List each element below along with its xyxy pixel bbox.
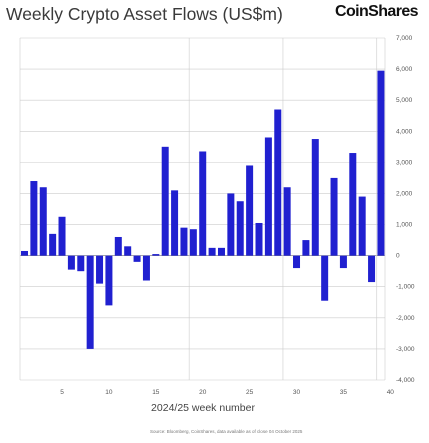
bar-week-10 xyxy=(105,255,113,306)
y-tick-label: 5,000 xyxy=(396,97,413,104)
bar-week-29 xyxy=(283,187,291,256)
y-tick-label: -3,000 xyxy=(396,346,415,353)
y-tick-label: 2,000 xyxy=(396,190,413,197)
x-tick-label: 25 xyxy=(246,389,254,396)
y-tick-label: -4,000 xyxy=(396,377,415,384)
y-tick-label: 4,000 xyxy=(396,128,413,135)
bar-week-7 xyxy=(77,255,85,272)
bar-week-24 xyxy=(236,201,244,256)
bar-week-37 xyxy=(358,196,366,256)
bar-week-5 xyxy=(58,216,66,256)
bar-week-28 xyxy=(274,109,282,256)
bar-week-1 xyxy=(21,250,28,256)
bar-week-16 xyxy=(161,146,169,256)
bar-week-9 xyxy=(96,255,104,284)
y-tick-label: 1,000 xyxy=(396,222,413,229)
bar-week-32 xyxy=(311,139,319,256)
bar-week-17 xyxy=(171,190,179,256)
bar-week-25 xyxy=(246,165,254,256)
bar-week-27 xyxy=(264,137,272,256)
bar-week-30 xyxy=(293,255,301,269)
bar-week-22 xyxy=(217,247,225,256)
bar-week-26 xyxy=(255,222,263,256)
y-tick-label: -1,000 xyxy=(396,284,415,291)
bar-week-38 xyxy=(368,255,376,283)
x-tick-label: 10 xyxy=(105,389,113,396)
coinshares-logo: CoinShares xyxy=(335,3,419,20)
bar-week-12 xyxy=(124,246,132,256)
bar-week-6 xyxy=(67,255,75,270)
bar-week-13 xyxy=(133,255,141,262)
y-tick-label: 7,000 xyxy=(396,35,413,42)
bar-week-18 xyxy=(180,227,188,256)
y-tick-label: 3,000 xyxy=(396,159,413,166)
bar-week-34 xyxy=(330,177,338,256)
x-tick-label: 35 xyxy=(340,389,348,396)
bar-week-31 xyxy=(302,240,310,256)
y-tick-label: 0 xyxy=(396,253,400,260)
y-tick-label: -2,000 xyxy=(396,315,415,322)
bar-week-15 xyxy=(152,254,160,256)
bar-week-35 xyxy=(339,255,347,269)
bar-week-36 xyxy=(349,153,357,256)
bar-week-21 xyxy=(208,247,216,256)
bar-week-2 xyxy=(30,181,38,256)
x-tick-label: 20 xyxy=(199,389,207,396)
bar-week-3 xyxy=(39,187,47,256)
bar-week-23 xyxy=(227,193,235,256)
x-axis-label: 2024/25 week number xyxy=(151,402,255,414)
bar-week-20 xyxy=(199,151,207,256)
bar-week-14 xyxy=(142,255,150,281)
bar-week-11 xyxy=(114,236,122,256)
bar-week-4 xyxy=(49,233,57,256)
bar-week-19 xyxy=(189,229,197,256)
source-note: Source: Bloomberg, CoinShares, data avai… xyxy=(150,429,303,434)
x-tick-label: 30 xyxy=(293,389,301,396)
y-tick-label: 6,000 xyxy=(396,66,413,73)
x-tick-label: 15 xyxy=(152,389,160,396)
chart-title: Weekly Crypto Asset Flows (US$m) xyxy=(6,4,283,24)
bar-week-39 xyxy=(377,70,385,256)
bar-week-8 xyxy=(86,255,94,349)
x-tick-label: 40 xyxy=(387,389,395,396)
x-tick-label: 5 xyxy=(60,389,64,396)
bar-week-33 xyxy=(321,255,329,301)
